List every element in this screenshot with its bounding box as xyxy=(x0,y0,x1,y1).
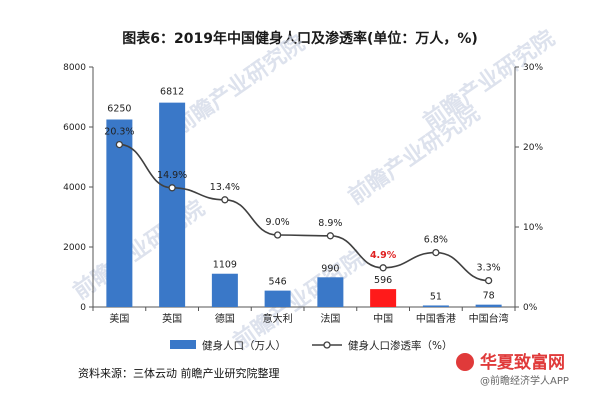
legend: 健身人口（万人） 健身人口渗透率（%） xyxy=(170,339,452,352)
legend-bar-swatch xyxy=(170,340,196,349)
x-tick-label: 意大利 xyxy=(263,312,293,325)
bar xyxy=(264,290,291,307)
rate-value-label: 8.9% xyxy=(318,218,342,229)
bar xyxy=(317,277,344,307)
watermark-5: 前瞻产业研究院 xyxy=(229,245,370,355)
rate-value-label: 13.4% xyxy=(210,182,240,193)
x-tick-label: 法国 xyxy=(320,312,340,325)
bar xyxy=(159,102,186,307)
watermark-2: 前瞻产业研究院 xyxy=(344,100,485,210)
branding: 华夏致富网 @前瞻经济学人APP xyxy=(456,352,569,387)
brand-logo-icon xyxy=(456,353,474,371)
rate-point xyxy=(221,196,229,204)
rate-value-label: 4.9% xyxy=(370,250,397,261)
rate-point xyxy=(484,276,493,285)
x-tick-label: 英国 xyxy=(162,312,182,325)
bar xyxy=(106,119,133,307)
bar-value-label: 6812 xyxy=(160,87,184,98)
x-tick-label: 中国 xyxy=(373,312,393,325)
rate-point xyxy=(326,232,335,240)
rate-value-label: 14.9% xyxy=(157,170,187,181)
rate-value-label: 20.3% xyxy=(104,127,134,138)
rate-value-label: 9.0% xyxy=(266,217,290,228)
y-right-tick-label: 30% xyxy=(523,63,543,73)
rate-point xyxy=(168,184,176,192)
bar xyxy=(370,289,397,307)
brand-logo-text: 华夏致富网 xyxy=(480,352,565,373)
brand-handle: @前瞻经济学人APP xyxy=(480,374,569,387)
y-right-tick-label: 0% xyxy=(523,303,538,313)
y-left-tick-label: 4000 xyxy=(63,183,86,193)
bar-value-label: 78 xyxy=(483,291,495,302)
bar-value-label: 51 xyxy=(430,291,442,302)
rate-value-label: 6.8% xyxy=(424,235,448,246)
legend-line-label: 健身人口渗透率（%） xyxy=(348,339,452,352)
watermark-4: 前瞻产业研究院 xyxy=(69,195,210,305)
bar-value-label: 546 xyxy=(269,277,287,288)
x-tick-label: 中国香港 xyxy=(416,312,456,325)
chart-title: 图表6：2019年中国健身人口及渗透率(单位：万人，%) xyxy=(122,30,478,47)
rate-value-label: 3.3% xyxy=(477,263,501,274)
rate-point xyxy=(379,264,387,272)
bar xyxy=(475,304,502,307)
rate-point xyxy=(115,140,124,149)
bar-value-label: 1109 xyxy=(213,260,237,271)
bar-value-label: 596 xyxy=(374,275,392,286)
y-left-tick-label: 2000 xyxy=(63,243,86,253)
x-tick-label: 德国 xyxy=(215,312,235,325)
y-left-tick-label: 0 xyxy=(80,303,86,313)
y-left-tick-label: 6000 xyxy=(63,123,86,133)
legend-line-marker xyxy=(323,341,331,349)
rate-point xyxy=(273,231,282,239)
legend-bar-label: 健身人口（万人） xyxy=(202,339,286,352)
source-note: 资料来源：三体云动 前瞻产业研究院整理 xyxy=(78,366,280,380)
bar-value-label: 6250 xyxy=(107,104,131,115)
y-right-tick-label: 10% xyxy=(523,223,543,233)
y-left-tick-label: 8000 xyxy=(63,63,86,73)
bar-value-label: 990 xyxy=(321,263,339,274)
rate-point xyxy=(432,248,440,257)
bar xyxy=(422,305,449,307)
y-right-tick-label: 20% xyxy=(523,143,543,153)
plot-area: 0 2000 4000 6000 8000 0% 10% 20% 30% 美国 英国 德国 意大利 法国 中… xyxy=(63,63,543,325)
x-tick-label: 中国台湾 xyxy=(469,312,509,325)
bar xyxy=(211,273,238,307)
x-tick-label: 美国 xyxy=(109,312,129,325)
